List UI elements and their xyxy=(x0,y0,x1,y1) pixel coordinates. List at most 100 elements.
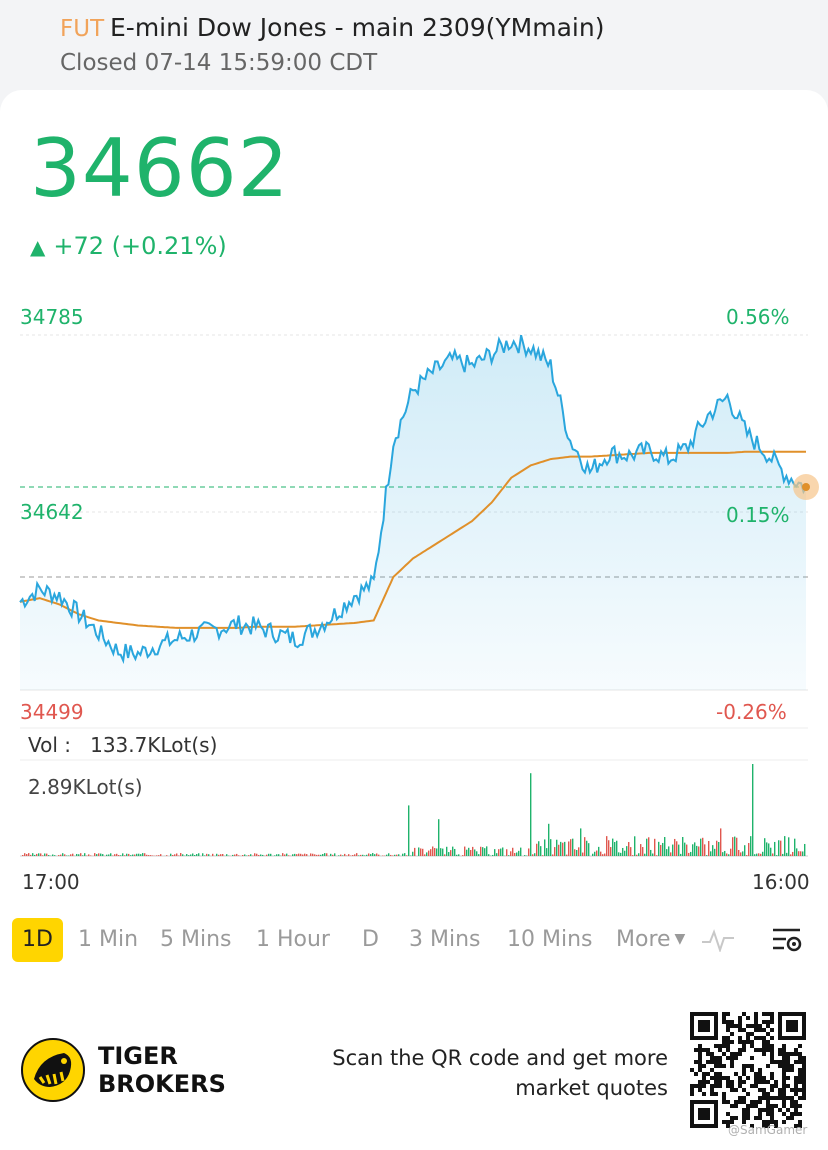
volume-bar xyxy=(346,855,348,856)
volume-bar xyxy=(564,841,566,856)
qr-module xyxy=(794,1076,798,1080)
volume-bar xyxy=(528,848,530,856)
volume-bar xyxy=(256,853,258,856)
qr-module xyxy=(726,1080,730,1084)
tab-1-min[interactable]: 1 Min xyxy=(78,927,139,952)
qr-module xyxy=(698,1056,702,1060)
qr-module xyxy=(774,1084,778,1088)
qr-module xyxy=(766,1032,770,1036)
volume-bar xyxy=(266,854,268,856)
tab-d[interactable]: D xyxy=(362,927,379,952)
volume-bar xyxy=(434,848,436,856)
axis-low-pct: -0.26% xyxy=(716,700,787,724)
volume-bar xyxy=(740,852,742,856)
volume-bar xyxy=(534,853,536,856)
qr-module xyxy=(718,1076,722,1080)
tab-1-hour[interactable]: 1 Hour xyxy=(256,927,330,952)
tab-3-mins[interactable]: 3 Mins xyxy=(409,927,481,952)
volume-bar xyxy=(494,849,496,856)
volume-bar xyxy=(296,854,298,856)
volume-bar xyxy=(190,854,192,856)
volume-bar xyxy=(748,843,750,856)
volume-bar xyxy=(24,853,26,856)
up-arrow-icon: ▲ xyxy=(30,235,46,259)
qr-module xyxy=(798,1088,802,1092)
qr-module xyxy=(762,1092,766,1096)
volume-bar xyxy=(608,840,610,856)
qr-module xyxy=(746,1036,750,1040)
volume-bar xyxy=(464,846,466,856)
last-price-dot xyxy=(802,483,810,491)
more-label: More xyxy=(616,927,671,952)
qr-module xyxy=(738,1024,742,1028)
caret-down-icon: ▼ xyxy=(674,931,686,947)
qr-module xyxy=(758,1096,762,1100)
header: FUT E-mini Dow Jones - main 2309(YMmain)… xyxy=(0,0,828,90)
tab-10-mins[interactable]: 10 Mins xyxy=(507,927,593,952)
volume-bar xyxy=(96,854,98,856)
volume-bar xyxy=(568,841,570,856)
volume-bar xyxy=(358,855,360,856)
qr-module xyxy=(726,1120,730,1124)
qr-module xyxy=(762,1048,766,1052)
volume-bar xyxy=(420,848,422,856)
qr-module xyxy=(750,1040,754,1044)
qr-module xyxy=(702,1064,706,1068)
volume-bar xyxy=(338,855,340,856)
volume-bar xyxy=(276,854,278,856)
volume-bar xyxy=(700,838,702,856)
volume-bar xyxy=(620,852,622,856)
axis-high-price: 34785 xyxy=(20,305,84,329)
volume-bar xyxy=(640,844,642,856)
tab-5-mins[interactable]: 5 Mins xyxy=(160,927,232,952)
tab-1d[interactable]: 1D xyxy=(12,918,63,962)
qr-module xyxy=(790,1104,794,1108)
qr-module xyxy=(798,1112,802,1116)
indicator-wave-icon[interactable] xyxy=(700,928,736,952)
volume-bar xyxy=(126,853,128,856)
qr-module xyxy=(754,1016,758,1020)
volume-bar xyxy=(570,839,572,856)
volume-bar xyxy=(158,855,160,856)
volume-bar xyxy=(270,853,272,856)
qr-module xyxy=(754,1084,758,1088)
qr-module xyxy=(770,1104,774,1108)
volume-bar xyxy=(660,844,662,856)
qr-module xyxy=(762,1040,766,1044)
volume-bar xyxy=(794,838,796,856)
qr-module xyxy=(762,1076,766,1080)
volume-bar xyxy=(454,848,456,856)
qr-module xyxy=(790,1088,794,1092)
intraday-chart[interactable] xyxy=(0,300,828,870)
qr-module xyxy=(758,1080,762,1084)
qr-module xyxy=(742,1064,746,1068)
qr-module xyxy=(698,1068,702,1072)
volume-bar xyxy=(584,837,586,856)
qr-module xyxy=(746,1104,750,1108)
volume-bar xyxy=(720,828,722,856)
qr-module xyxy=(782,1088,786,1092)
qr-module xyxy=(766,1024,770,1028)
volume-bar xyxy=(254,853,256,856)
volume-bar xyxy=(536,843,538,856)
qr-module xyxy=(798,1080,802,1084)
volume-bar xyxy=(174,854,176,856)
volume-bar xyxy=(148,855,150,856)
volume-bar xyxy=(314,854,316,856)
qr-module xyxy=(798,1060,802,1064)
qr-module xyxy=(762,1088,766,1092)
volume-bar xyxy=(110,853,112,856)
qr-module xyxy=(754,1100,758,1104)
volume-bar xyxy=(670,852,672,856)
volume-bar xyxy=(468,847,470,856)
qr-module xyxy=(738,1076,742,1080)
volume-bar xyxy=(320,854,322,856)
volume-bar xyxy=(160,854,162,856)
volume-bar xyxy=(726,853,728,856)
volume-bar xyxy=(666,849,668,856)
tab-more[interactable]: More ▼ xyxy=(616,918,685,962)
qr-module xyxy=(766,1112,770,1116)
qr-module xyxy=(762,1036,766,1040)
chart-settings-icon[interactable] xyxy=(770,924,804,956)
volume-bar xyxy=(558,844,560,856)
